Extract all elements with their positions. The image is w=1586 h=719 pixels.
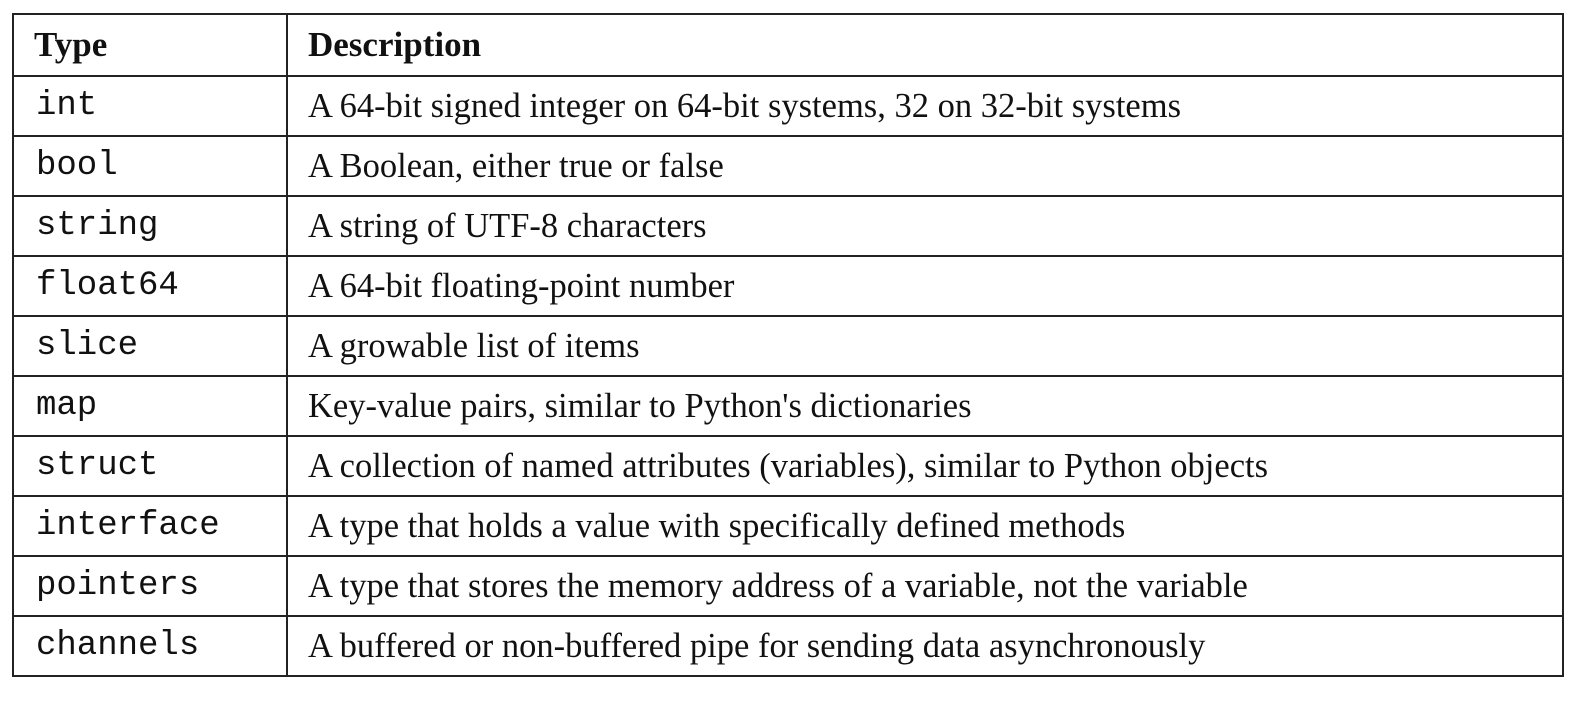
- type-cell: string: [12, 195, 288, 257]
- type-cell: int: [12, 75, 288, 137]
- table-row: channels A buffered or non-buffered pipe…: [12, 615, 1564, 677]
- table-row: float64 A 64-bit floating-point number: [12, 255, 1564, 317]
- type-cell: map: [12, 375, 288, 437]
- type-cell: slice: [12, 315, 288, 377]
- type-cell: struct: [12, 435, 288, 497]
- table-header-row: Type Description: [12, 13, 1564, 77]
- type-cell: float64: [12, 255, 288, 317]
- description-cell: A Boolean, either true or false: [286, 135, 1564, 197]
- description-cell: Key-value pairs, similar to Python's dic…: [286, 375, 1564, 437]
- description-cell: A type that stores the memory address of…: [286, 555, 1564, 617]
- description-cell: A collection of named attributes (variab…: [286, 435, 1564, 497]
- description-cell: A 64-bit signed integer on 64-bit system…: [286, 75, 1564, 137]
- header-type: Type: [12, 13, 288, 77]
- description-cell: A string of UTF-8 characters: [286, 195, 1564, 257]
- description-cell: A buffered or non-buffered pipe for send…: [286, 615, 1564, 677]
- type-cell: bool: [12, 135, 288, 197]
- types-table-container: Type Description int A 64-bit signed int…: [12, 13, 1564, 677]
- description-cell: A type that holds a value with specifica…: [286, 495, 1564, 557]
- description-cell: A 64-bit floating-point number: [286, 255, 1564, 317]
- type-cell: channels: [12, 615, 288, 677]
- description-cell: A growable list of items: [286, 315, 1564, 377]
- header-description: Description: [286, 13, 1564, 77]
- types-table: Type Description int A 64-bit signed int…: [12, 13, 1564, 677]
- table-row: interface A type that holds a value with…: [12, 495, 1564, 557]
- table-row: bool A Boolean, either true or false: [12, 135, 1564, 197]
- type-cell: interface: [12, 495, 288, 557]
- table-row: string A string of UTF-8 characters: [12, 195, 1564, 257]
- table-row: pointers A type that stores the memory a…: [12, 555, 1564, 617]
- table-row: slice A growable list of items: [12, 315, 1564, 377]
- table-row: int A 64-bit signed integer on 64-bit sy…: [12, 75, 1564, 137]
- table-row: struct A collection of named attributes …: [12, 435, 1564, 497]
- type-cell: pointers: [12, 555, 288, 617]
- table-row: map Key-value pairs, similar to Python's…: [12, 375, 1564, 437]
